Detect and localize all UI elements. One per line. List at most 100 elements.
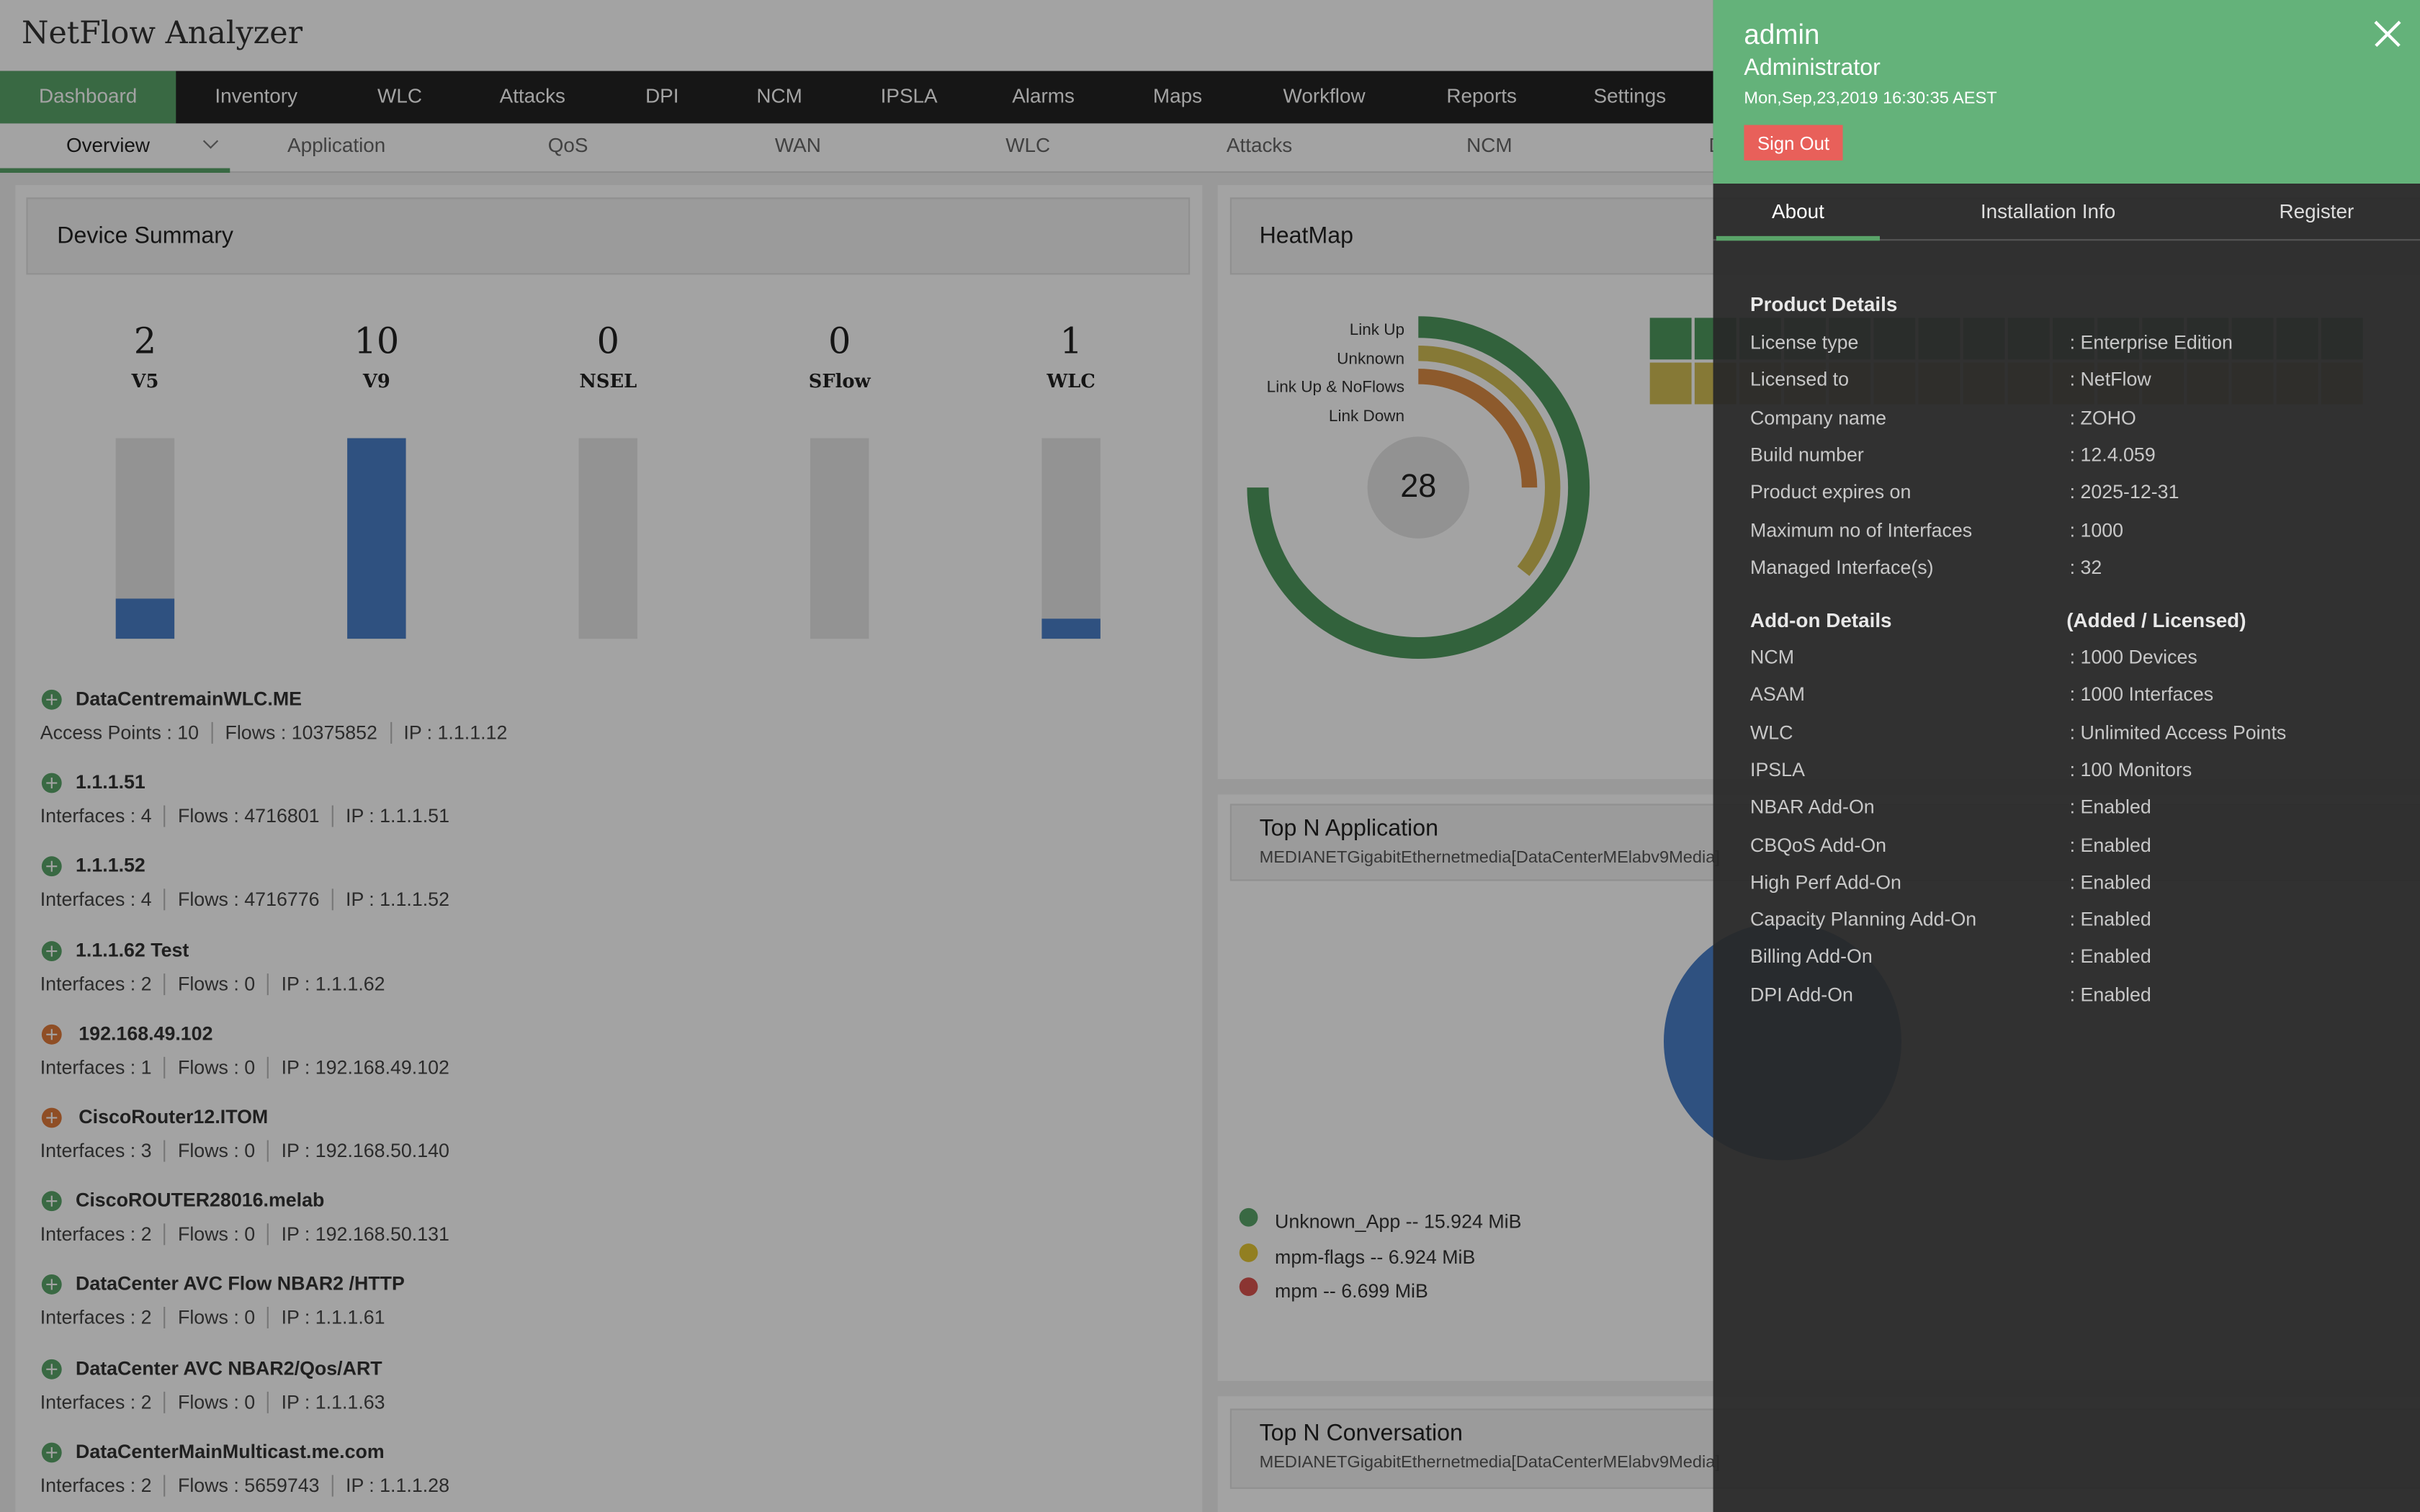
sign-out-label[interactable]: Sign Out xyxy=(1757,132,1830,154)
count-label: V9 xyxy=(362,370,390,392)
nav-item[interactable]: Dashboard xyxy=(38,84,138,107)
legend-label: Unknown_App -- 15.924 MiB xyxy=(1275,1211,1522,1233)
addon-value: : Enabled xyxy=(2069,871,2151,894)
device-detail: Interfaces : 2 xyxy=(40,1307,152,1329)
detail-value: : 12.4.059 xyxy=(2069,444,2156,466)
subnav-item[interactable]: WLC xyxy=(1005,133,1051,157)
device-name[interactable]: 192.168.49.102 xyxy=(79,1022,213,1045)
detail-value: : ZOHO xyxy=(2069,406,2136,428)
device-name[interactable]: DataCenter AVC NBAR2/Qos/ART xyxy=(76,1356,382,1379)
user-name: admin xyxy=(1744,19,1820,50)
user-role: Administrator xyxy=(1744,55,1881,81)
nav-item[interactable]: IPSLA xyxy=(880,84,938,107)
device-detail: IP : 1.1.1.12 xyxy=(390,721,519,744)
legend-label: Link Down xyxy=(1328,407,1404,426)
addon-key: WLC xyxy=(1750,721,1793,743)
device-name[interactable]: DataCenter AVC Flow NBAR2 /HTTP xyxy=(76,1273,405,1295)
subnav-item[interactable]: NCM xyxy=(1466,133,1512,157)
subnav-item[interactable]: WAN xyxy=(774,133,821,157)
device-name[interactable]: 1.1.1.51 xyxy=(76,771,145,793)
detail-key: Build number xyxy=(1750,444,1864,466)
addon-key: NCM xyxy=(1750,646,1795,668)
card-subtitle: MEDIANETGigabitEthernetmedia[DataCenterM… xyxy=(1259,1453,1720,1472)
count-label: V5 xyxy=(131,370,159,392)
icon-cross-v xyxy=(50,1196,53,1207)
legend-dot xyxy=(1239,1207,1258,1227)
nav-item[interactable]: Reports xyxy=(1446,84,1517,107)
device-name[interactable]: 1.1.1.62 Test xyxy=(76,939,189,961)
device-name[interactable]: DataCentremainWLC.ME xyxy=(76,688,302,710)
datetime: Mon,Sep,23,2019 16:30:35 AEST xyxy=(1744,89,1997,108)
nav-item[interactable]: Inventory xyxy=(215,84,298,107)
nav-item[interactable]: Settings xyxy=(1593,84,1667,107)
card-title: HeatMap xyxy=(1259,222,1354,250)
device-name[interactable]: DataCenterMainMulticast.me.com xyxy=(76,1440,385,1462)
device-details: Interfaces : 2 Flows : 0 IP : 1.1.1.62 xyxy=(40,971,398,996)
device-details: Interfaces : 2 Flows : 0 IP : 1.1.1.63 xyxy=(40,1390,398,1414)
nav-item[interactable]: Attacks xyxy=(499,84,565,107)
nav-item[interactable]: Alarms xyxy=(1012,84,1075,107)
device-detail: IP : 192.168.49.102 xyxy=(267,1056,462,1079)
addon-key: NBAR Add-On xyxy=(1750,796,1875,819)
close-button[interactable] xyxy=(2370,19,2401,50)
nav-item[interactable]: DPI xyxy=(645,84,679,107)
section-header: (Added / Licensed) xyxy=(2066,608,2246,632)
device-detail: Flows : 4716801 xyxy=(163,805,332,827)
nav-item[interactable]: NCM xyxy=(756,84,802,107)
subnav-item[interactable]: QoS xyxy=(547,133,588,157)
icon-cross-v xyxy=(50,1363,53,1374)
detail-key: Product expires on xyxy=(1750,481,1912,503)
device-bars xyxy=(115,438,1101,639)
legend-label: mpm-flags -- 6.924 MiB xyxy=(1275,1246,1476,1268)
bar-track xyxy=(578,438,637,639)
card-header xyxy=(26,197,1191,275)
legend-label: Unknown xyxy=(1337,349,1404,369)
ring-arc xyxy=(1247,316,1590,659)
device-details: Interfaces : 2 Flows : 5659743 IP : 1.1.1.… xyxy=(40,1473,462,1498)
device-detail: Flows : 10375852 xyxy=(211,721,390,744)
addon-key: Capacity Planning Add-On xyxy=(1750,909,1977,931)
heat-cell xyxy=(1649,318,1692,360)
nav-item[interactable]: WLC xyxy=(377,84,422,107)
addon-value: : 1000 Interfaces xyxy=(2069,683,2214,706)
tab[interactable]: About xyxy=(1772,199,1824,223)
subnav-item[interactable]: Application xyxy=(287,133,386,157)
device-details: Interfaces : 1 Flows : 0 IP : 192.168.49.1… xyxy=(40,1055,462,1079)
count: 1 xyxy=(1059,322,1083,363)
card xyxy=(15,185,1203,1512)
device-details: Interfaces : 4 Flows : 4716801 IP : 1.1.1.… xyxy=(40,804,462,829)
count-label: SFlow xyxy=(808,370,871,392)
device-name[interactable]: 1.1.1.52 xyxy=(76,855,145,877)
legend-dot xyxy=(1239,1277,1258,1296)
device-details: Access Points : 10 Flows : 10375852 IP : 1… xyxy=(40,721,520,745)
device-name[interactable]: CiscoROUTER28016.melab xyxy=(76,1189,325,1212)
device-icon xyxy=(41,1274,62,1295)
device-icon xyxy=(41,773,62,793)
device-icon xyxy=(41,1442,62,1462)
count: 0 xyxy=(596,322,619,363)
subnav-item[interactable]: Attacks xyxy=(1226,133,1293,157)
sign-out-button[interactable]: Sign Out xyxy=(1744,125,1843,161)
device-detail: Interfaces : 2 xyxy=(40,1223,152,1246)
device-detail: Interfaces : 4 xyxy=(40,805,152,827)
heat-cell xyxy=(1649,362,1692,405)
addon-value: : 100 Monitors xyxy=(2069,759,2192,781)
device-detail: Flows : 5659743 xyxy=(163,1475,332,1497)
icon-cross-v xyxy=(50,945,53,956)
tab[interactable]: Installation Info xyxy=(1980,199,2116,223)
device-name[interactable]: CiscoRouter12.ITOM xyxy=(79,1106,269,1128)
subnav-item[interactable]: Overview xyxy=(66,133,151,157)
device-icon xyxy=(41,1107,62,1128)
nav-item[interactable]: Workflow xyxy=(1283,84,1366,107)
detail-value: : 32 xyxy=(2069,557,2102,579)
device-detail: Interfaces : 2 xyxy=(40,973,152,995)
detail-key: Company name xyxy=(1750,406,1887,428)
nav-active xyxy=(0,71,176,124)
tab[interactable]: Register xyxy=(2279,199,2354,223)
device-icon xyxy=(41,1191,62,1212)
bar xyxy=(347,438,406,639)
addon-value: : Enabled xyxy=(2069,909,2151,931)
detail-value: : Enterprise Edition xyxy=(2069,331,2233,354)
legend-dot xyxy=(1239,1243,1258,1261)
nav-item[interactable]: Maps xyxy=(1152,84,1203,107)
